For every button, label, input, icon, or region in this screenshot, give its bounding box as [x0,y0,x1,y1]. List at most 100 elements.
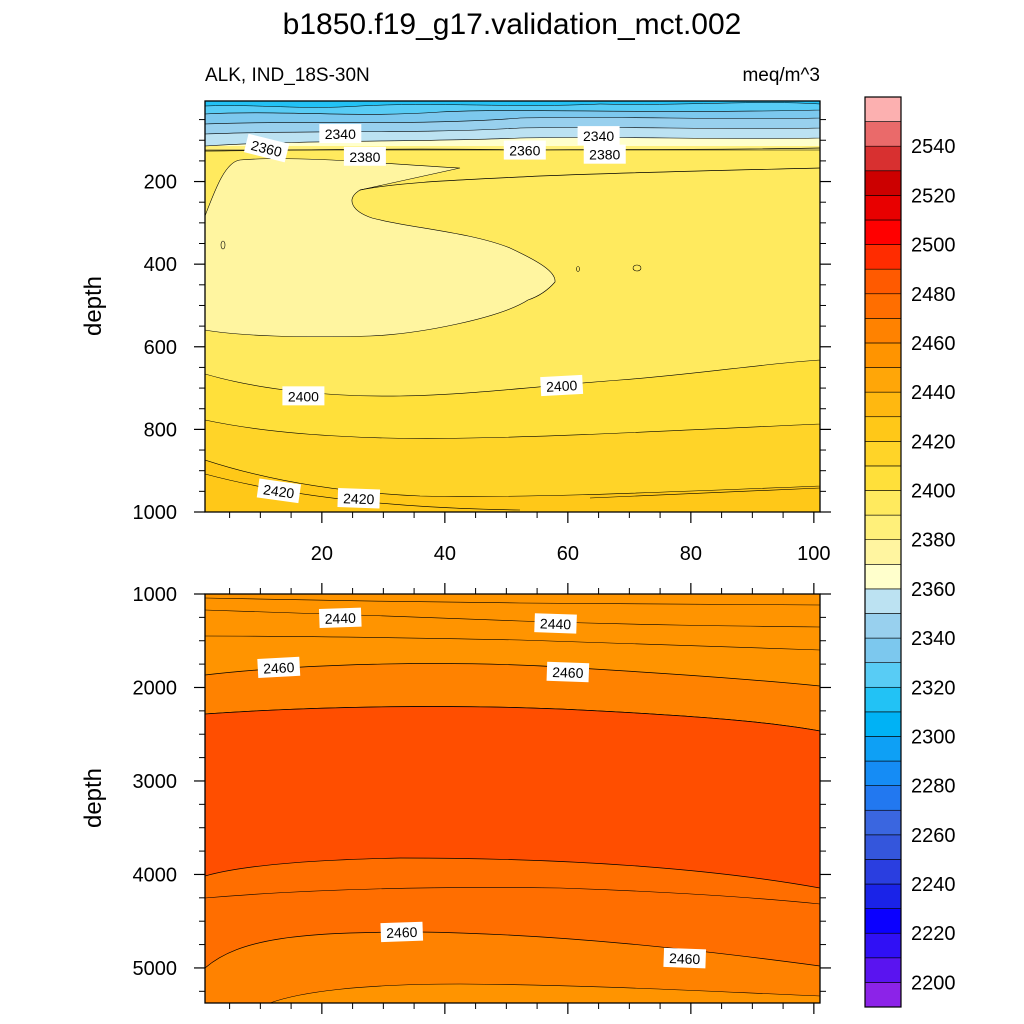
lower-contour-label: 2460 [663,947,707,969]
upper-x-tick-label: 60 [557,543,579,565]
upper-contour-label-box [243,133,290,163]
upper-contour-label: 2340 [319,124,362,144]
upper-contour-label-text: 2360 [249,137,283,160]
upper-contour-label-box [282,386,325,406]
upper-y-tick-label: 600 [144,337,177,359]
upper-plot-frame [204,100,821,513]
lower-plot-frame [204,593,821,1004]
colorbar-swatch [864,219,902,245]
contour-line-2445-lower [205,635,820,651]
colorbar-label: 2480 [911,284,956,306]
upper-contour-label: 2400 [282,386,325,406]
colorbar-swatch [864,588,902,614]
upper-contour-label-text: 2340 [583,128,614,144]
colorbar-label: 2520 [911,185,956,207]
colorbar-swatch [864,293,902,319]
colorbar-swatch [864,465,902,491]
colorbar-swatch [864,563,902,590]
upper-contour-label: 2360 [503,140,546,160]
upper-contour-label-text: 2380 [349,149,380,165]
upper-contour-label-box [583,144,626,164]
colorbar-label: 2300 [911,726,956,748]
upper-contour-label-box [337,488,381,509]
panel-subtitle-right: meq/m^3 [742,65,820,86]
panel-subtitle-left: ALK, IND_18S-30N [205,65,370,86]
colorbar-swatch [864,908,902,934]
colorbar-label: 2360 [911,579,956,601]
upper-contour-label-box [343,146,386,166]
lower-contour-label-box [318,607,362,629]
upper-x-tick-label: 100 [797,543,830,565]
fill-band-2330 [205,101,820,108]
lower-contour-label-box [534,613,577,634]
upper-contour-fill [205,101,820,512]
lower-panel: 1000 2000 3000 4000 5000 2440 2440 2460 2460 246… [80,583,831,1014]
colorbar-swatch [864,809,902,836]
colorbar-swatch [864,514,902,541]
colorbar-label: 2540 [911,136,956,158]
lower-contour-label-text: 2460 [386,924,418,941]
colorbar-swatch [864,613,902,639]
upper-x-tick-label: 40 [434,543,456,565]
contour-line-2390 [359,167,820,191]
contour-island-2 [576,266,580,272]
upper-y-tick-label: 400 [144,254,177,276]
lower-contour-label-box [380,921,424,943]
contour-line-2435 [589,487,820,499]
upper-contour-label-box [577,126,620,146]
colorbar-frame [864,96,902,1008]
colorbar-swatch [864,342,902,368]
fill-band-2380-pale [205,158,556,338]
colorbar-label: 2200 [911,972,956,994]
upper-contour-label-text: 2400 [546,377,578,395]
lower-contour-label-box [257,656,301,678]
lower-contour-label-text: 2460 [263,659,295,677]
lower-contour-label-text: 2460 [552,664,584,681]
lower-contour-label-text: 2440 [540,615,572,632]
upper-y-tick-label: 200 [144,172,177,194]
colorbar-swatch [864,441,902,467]
colorbar-swatch [864,416,902,442]
colorbar-swatch [864,490,902,516]
upper-contour-label-text: 2420 [343,490,375,507]
lower-contour-labels: 2440 2440 2460 2460 2460 2460 [257,607,707,969]
upper-axes: 200 400 600 800 1000 20 40 60 80 100 [133,119,831,565]
upper-contour-label-text: 2340 [325,126,356,142]
upper-y-tick-label: 800 [144,419,177,441]
contour-island-3 [632,264,642,272]
contour-line-2440-lower [205,609,820,628]
upper-contour-label: 2400 [540,374,584,397]
figure-title: b1850.f19_g17.validation_mct.002 [283,8,742,41]
colorbar-label: 2240 [911,874,956,896]
colorbar-swatch [864,982,902,1008]
colorbar-label: 2440 [911,382,956,404]
colorbar-swatch [864,367,902,393]
colorbar-swatch [864,736,902,762]
upper-contour-label-box [503,140,546,160]
colorbar-swatch [864,760,902,786]
upper-contour-label: 2340 [577,126,620,146]
colorbar-swatch [864,391,902,418]
lower-contour-fill [205,594,820,1003]
colorbar-swatch [864,883,902,909]
colorbar-swatch [864,637,902,663]
upper-contour-label-box [319,124,362,144]
colorbar-label: 2340 [911,628,956,650]
upper-y-tick-label: 1000 [133,502,178,524]
upper-contour-label: 2420 [256,478,301,504]
upper-contour-label-text: 2360 [509,143,540,159]
colorbar-label: 2220 [911,923,956,945]
lower-contour-label-text: 2460 [669,950,701,967]
lower-y-tick-label: 4000 [133,864,178,886]
upper-contour-label: 2380 [583,144,626,164]
lower-contour-label: 2460 [380,921,424,943]
lower-contour-label: 2440 [318,607,362,629]
lower-y-tick-label: 5000 [133,958,178,980]
colorbar-swatch [864,539,902,565]
upper-contour-label-text: 2400 [288,388,319,404]
lower-axes: 1000 2000 3000 4000 5000 [133,583,831,1014]
colorbar-label: 2260 [911,825,956,847]
lower-y-tick-label: 2000 [133,677,178,699]
colorbar-swatch [864,785,902,811]
upper-contour-labels: 2340 2340 2360 2360 2380 2380 2400 2400 2420 2420 [243,124,626,509]
